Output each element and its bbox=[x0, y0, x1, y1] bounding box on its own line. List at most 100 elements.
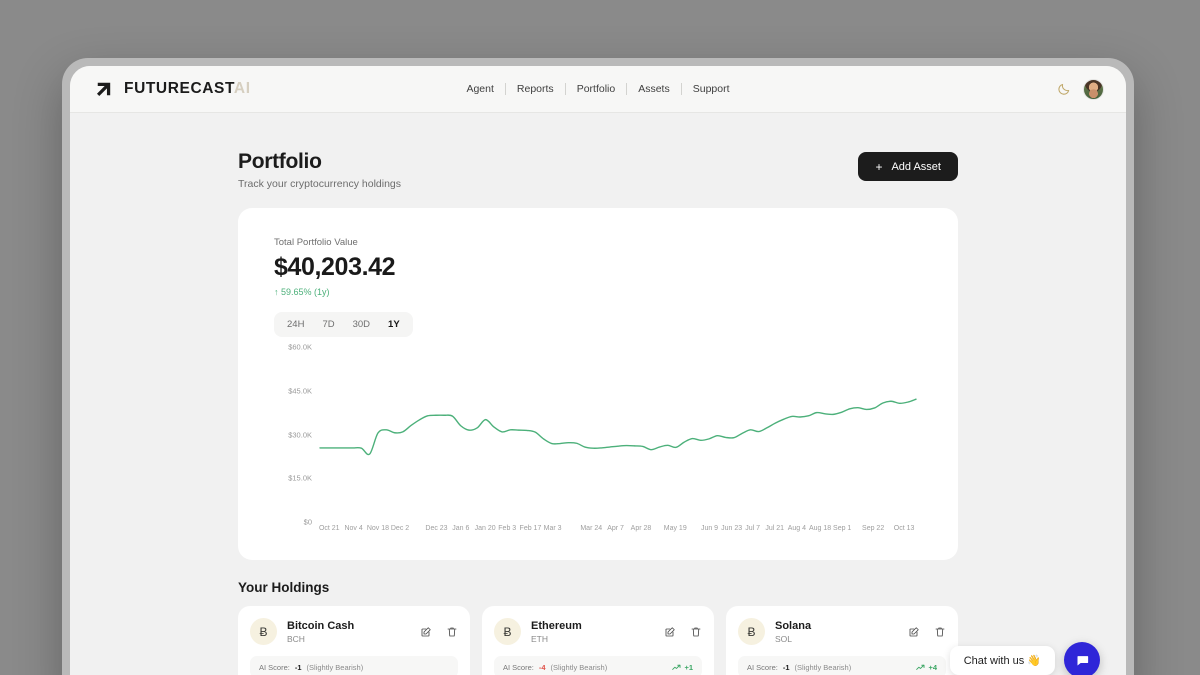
ethereum-coin-icon: Ƀ bbox=[494, 618, 521, 645]
edit-icon[interactable] bbox=[908, 626, 920, 638]
x-axis-tick: Jun 23 bbox=[721, 525, 743, 532]
coin-name: Ethereum bbox=[531, 619, 582, 632]
trend-value: +1 bbox=[684, 662, 693, 672]
holdings-grid: Ƀ Bitcoin Cash BCH AI Score: -1 (Slightly Bea… bbox=[238, 606, 958, 675]
x-axis-tick: Jan 20 bbox=[474, 525, 496, 532]
x-axis-tick: Dec 23 bbox=[425, 525, 448, 532]
browser-viewport: FUTURECASTAI Agent Reports Portfolio Ass… bbox=[70, 66, 1126, 675]
top-navigation-bar: FUTURECASTAI Agent Reports Portfolio Ass… bbox=[70, 66, 1126, 113]
nav-divider bbox=[564, 83, 566, 95]
chat-bubble-icon bbox=[1077, 655, 1088, 665]
x-axis-tick: Mar 24 bbox=[580, 525, 603, 532]
x-axis-tick: Jul 21 bbox=[765, 525, 785, 532]
moon-icon[interactable] bbox=[1057, 82, 1071, 96]
ai-score-description: (Slightly Bearish) bbox=[306, 662, 364, 672]
holding-card-header: Ƀ Ethereum ETH bbox=[494, 618, 702, 645]
nav-item-agent[interactable]: Agent bbox=[466, 83, 494, 95]
coin-symbol: SOL bbox=[775, 633, 793, 644]
brand-logo[interactable]: FUTURECASTAI bbox=[92, 78, 251, 101]
x-axis-tick: Apr 28 bbox=[630, 525, 652, 532]
range-tab-7d[interactable]: 7D bbox=[322, 319, 335, 330]
page-content: Portfolio Track your cryptocurrency hold… bbox=[70, 113, 1126, 675]
ai-score-trend: +4 bbox=[916, 663, 937, 672]
coin-symbol: ETH bbox=[531, 633, 548, 644]
page-heading-group: Portfolio Track your cryptocurrency hold… bbox=[238, 150, 401, 190]
ai-score-row: AI Score: -1 (Slightly Bearish) bbox=[250, 656, 458, 675]
ai-score-row: AI Score: -1 (Slightly Bearish) +4 bbox=[738, 656, 946, 675]
trash-icon[interactable] bbox=[690, 626, 702, 638]
x-axis-tick: Oct 13 bbox=[893, 525, 915, 532]
page-subtitle: Track your cryptocurrency holdings bbox=[238, 178, 402, 190]
x-axis-tick: Dec 2 bbox=[390, 525, 410, 532]
arrow-up-right-icon bbox=[96, 82, 111, 96]
plus-icon: + bbox=[875, 159, 883, 174]
x-axis-tick: Feb 17 bbox=[519, 525, 542, 532]
x-axis-tick: Aug 4 bbox=[787, 525, 806, 532]
x-axis-tick: Jan 6 bbox=[452, 525, 470, 532]
x-axis-tick: Mar 3 bbox=[543, 525, 562, 532]
avatar[interactable] bbox=[1083, 78, 1104, 100]
card-actions bbox=[908, 626, 946, 638]
ai-score-label: AI Score: bbox=[747, 662, 778, 672]
x-axis-tick: Apr 7 bbox=[607, 525, 624, 532]
x-axis-tick: Jun 9 bbox=[700, 525, 719, 532]
nav-divider bbox=[626, 83, 628, 95]
x-axis-tick: Sep 22 bbox=[862, 525, 885, 532]
x-axis-tick: Nov 18 bbox=[366, 525, 389, 532]
edit-icon[interactable] bbox=[420, 626, 432, 638]
device-frame: FUTURECASTAI Agent Reports Portfolio Ass… bbox=[62, 58, 1134, 675]
ai-score-label: AI Score: bbox=[503, 662, 534, 672]
card-actions bbox=[420, 626, 458, 638]
holding-card[interactable]: Ƀ Solana SOL AI Score: -1 (Slightly Bearish) +… bbox=[726, 606, 958, 675]
total-value-amount: $40,203.42 bbox=[274, 253, 396, 281]
page-header: Portfolio Track your cryptocurrency hold… bbox=[238, 150, 958, 190]
y-axis-tick: $0 bbox=[303, 517, 312, 527]
coin-names: Ethereum ETH bbox=[531, 620, 654, 644]
add-asset-label: Add Asset bbox=[891, 160, 941, 173]
coin-names: Solana SOL bbox=[775, 620, 898, 644]
time-range-tabs: 24H 7D 30D 1Y bbox=[274, 312, 413, 337]
solana-coin-icon: Ƀ bbox=[738, 618, 765, 645]
x-axis-tick: Oct 21 bbox=[318, 525, 340, 532]
brand-name-accent: AI bbox=[233, 80, 251, 97]
nav-item-reports[interactable]: Reports bbox=[516, 83, 554, 95]
nav-item-portfolio[interactable]: Portfolio bbox=[576, 83, 616, 95]
x-axis-tick: Nov 4 bbox=[344, 525, 363, 532]
chart-line-svg bbox=[320, 347, 916, 522]
page-title: Portfolio bbox=[238, 150, 322, 173]
y-axis-tick: $30.0K bbox=[288, 430, 312, 439]
coin-name: Solana bbox=[775, 619, 812, 632]
ai-score-value: -1 bbox=[294, 662, 302, 672]
x-axis-tick: Aug 18 bbox=[808, 525, 832, 532]
x-axis-tick: Feb 3 bbox=[498, 525, 517, 532]
range-tab-24h[interactable]: 24H bbox=[287, 319, 305, 330]
nav-item-assets[interactable]: Assets bbox=[638, 83, 670, 95]
edit-icon[interactable] bbox=[664, 626, 676, 638]
trend-up-icon bbox=[916, 664, 925, 670]
coin-symbol: BCH bbox=[287, 633, 305, 644]
chat-widget: Chat with us 👋 bbox=[949, 642, 1100, 675]
holding-card[interactable]: Ƀ Ethereum ETH AI Score: -4 (Slightly Bearish… bbox=[482, 606, 714, 675]
plot-inner: $60.0K $45.0K $30.0K $15.0K $0 bbox=[288, 343, 916, 527]
range-tab-1y[interactable]: 1Y bbox=[388, 319, 400, 330]
range-tab-30d[interactable]: 30D bbox=[352, 319, 371, 330]
holding-card-header: Ƀ Solana SOL bbox=[738, 618, 946, 645]
ai-score-value: -4 bbox=[538, 662, 546, 672]
ai-score-row: AI Score: -4 (Slightly Bearish) +1 bbox=[494, 656, 702, 675]
brand-name-main: FUTURECAST bbox=[124, 80, 234, 97]
ai-score-value: -1 bbox=[782, 662, 790, 672]
nav-item-support[interactable]: Support bbox=[692, 83, 730, 95]
ai-score-description: (Slightly Bearish) bbox=[550, 662, 608, 672]
holdings-title: Your Holdings bbox=[238, 580, 330, 595]
holding-card[interactable]: Ƀ Bitcoin Cash BCH AI Score: -1 (Slightly Bea… bbox=[238, 606, 470, 675]
trend-up-icon bbox=[672, 664, 681, 670]
y-axis-tick: $60.0K bbox=[288, 342, 312, 352]
trash-icon[interactable] bbox=[446, 626, 458, 638]
trash-icon[interactable] bbox=[934, 626, 946, 638]
chat-fab-button[interactable] bbox=[1064, 642, 1100, 675]
add-asset-button[interactable]: + Add Asset bbox=[858, 152, 958, 181]
chat-with-us-pill[interactable]: Chat with us 👋 bbox=[949, 645, 1055, 675]
coin-names: Bitcoin Cash BCH bbox=[287, 620, 410, 644]
ai-score-trend: +1 bbox=[672, 663, 693, 672]
bitcoin-cash-coin-icon: Ƀ bbox=[250, 618, 277, 645]
